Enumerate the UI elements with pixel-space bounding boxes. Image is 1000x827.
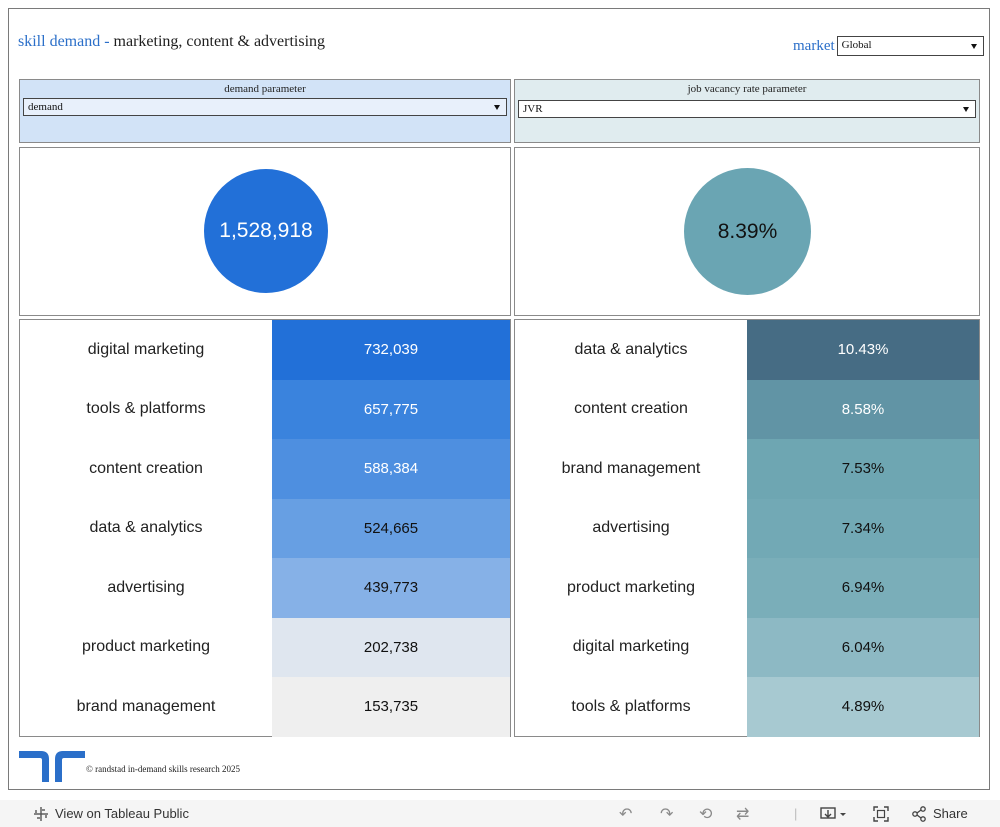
demand-skill-name: data & analytics (89, 519, 203, 537)
demand-skill-value: 588,384 (272, 439, 510, 499)
demand-parameter-select[interactable]: demand (23, 98, 507, 116)
view-on-tableau-button[interactable]: View on Tableau Public (33, 800, 189, 827)
jvr-row[interactable]: content creation 8.58% (515, 379, 979, 439)
demand-skill-value: 524,665 (272, 498, 510, 558)
demand-skill-name: content creation (89, 459, 203, 477)
demand-row[interactable]: tools & platforms 657,775 (20, 379, 510, 439)
market-selected: Global (841, 39, 872, 51)
jvr-skill-value: 7.53% (747, 439, 979, 499)
demand-skill-name: digital marketing (87, 340, 205, 358)
jvr-row[interactable]: data & analytics 10.43% (515, 320, 979, 380)
download-icon (820, 806, 846, 819)
jvr-skill-value: 7.34% (747, 498, 979, 558)
demand-row[interactable]: advertising 439,773 (20, 558, 510, 618)
jvr-parameter-select[interactable]: JVR (518, 100, 976, 118)
jvr-skill-value: 6.94% (747, 558, 979, 618)
jvr-parameter-panel: job vacancy rate parameter JVR (514, 79, 980, 143)
demand-skill-name: tools & platforms (86, 400, 206, 418)
jvr-parameter-label: job vacancy rate parameter (687, 83, 807, 95)
jvr-row[interactable]: product marketing 6.94% (515, 558, 979, 618)
demand-parameter-selected: demand (28, 101, 63, 113)
share-icon (912, 805, 926, 822)
jvr-skill-name: product marketing (566, 578, 696, 596)
demand-total-value: 1,528,918 (219, 219, 313, 242)
jvr-skill-name: content creation (574, 400, 688, 418)
demand-row[interactable]: brand management 153,735 (20, 677, 510, 737)
toolbar-divider: | (794, 806, 798, 821)
demand-skill-value: 153,735 (272, 677, 510, 737)
market-select[interactable]: Global (836, 36, 984, 56)
jvr-row[interactable]: brand management 7.53% (515, 439, 979, 499)
download-button[interactable] (820, 800, 848, 827)
jvr-row[interactable]: advertising 7.34% (515, 498, 979, 558)
jvr-kpi-panel: 8.39% (514, 147, 980, 316)
demand-row[interactable]: content creation 588,384 (20, 439, 510, 499)
jvr-skill-name: brand management (561, 459, 701, 477)
refresh-icon[interactable]: ⇄ (736, 805, 750, 823)
share-button[interactable]: Share (911, 800, 968, 827)
demand-skill-value: 732,039 (272, 320, 510, 380)
redo-icon[interactable]: ↷ (660, 805, 674, 823)
jvr-skill-value: 10.43% (747, 320, 979, 380)
share-label: Share (933, 806, 968, 821)
jvr-skill-name: tools & platforms (571, 697, 691, 715)
demand-kpi-panel: 1,528,918 (19, 147, 511, 316)
jvr-skill-name: digital marketing (572, 638, 690, 656)
market-filter: market Global (793, 36, 984, 56)
demand-row[interactable]: data & analytics 524,665 (20, 498, 510, 558)
jvr-skill-value: 4.89% (747, 677, 979, 737)
jvr-skill-name: data & analytics (574, 340, 688, 358)
dropdown-arrow-icon (494, 105, 500, 110)
dropdown-arrow-icon (963, 107, 969, 112)
jvr-skill-value: 6.04% (747, 617, 979, 677)
dropdown-arrow-icon (970, 44, 977, 49)
demand-skill-value: 202,738 (272, 617, 510, 677)
demand-skill-value: 439,773 (272, 558, 510, 618)
market-label: market (793, 37, 835, 54)
fullscreen-icon (873, 805, 889, 822)
jvr-row[interactable]: tools & platforms 4.89% (515, 677, 979, 737)
demand-skill-name: product marketing (81, 638, 211, 656)
demand-row[interactable]: digital marketing 732,039 (20, 320, 510, 380)
demand-total-circle[interactable]: 1,528,918 (204, 169, 328, 293)
undo-icon[interactable]: ↶ (619, 805, 633, 823)
demand-parameter-panel: demand parameter demand (19, 79, 511, 143)
demand-skill-name: advertising (107, 578, 185, 596)
jvr-row[interactable]: digital marketing 6.04% (515, 617, 979, 677)
jvr-table: data & analytics 10.43% content creation 8.… (514, 319, 980, 737)
page-title: skill demand - marketing, content & adve… (18, 33, 325, 51)
jvr-skill-value: 8.58% (747, 379, 979, 439)
demand-table: digital marketing 732,039 tools & platform… (19, 319, 511, 737)
demand-skill-name: brand management (76, 697, 216, 715)
demand-row[interactable]: product marketing 202,738 (20, 617, 510, 677)
randstad-logo-icon (19, 751, 85, 782)
tableau-logo-icon (34, 806, 48, 821)
title-prefix: skill demand - (18, 33, 110, 50)
fullscreen-button[interactable] (873, 800, 889, 827)
title-rest: marketing, content & advertising (113, 33, 326, 50)
tableau-toolbar: View on Tableau Public ↶ ↷ ⟲ ⇄ | Share (0, 800, 1000, 827)
revert-icon[interactable]: ⟲ (699, 805, 713, 823)
view-on-tableau-label: View on Tableau Public (55, 806, 189, 821)
demand-parameter-label: demand parameter (224, 83, 306, 95)
copyright-text: © randstad in-demand skills research 202… (86, 764, 241, 774)
jvr-parameter-selected: JVR (523, 103, 543, 115)
jvr-total-value: 8.39% (717, 219, 778, 243)
demand-skill-value: 657,775 (272, 379, 510, 439)
jvr-total-circle[interactable]: 8.39% (684, 168, 811, 295)
jvr-skill-name: advertising (592, 519, 670, 537)
